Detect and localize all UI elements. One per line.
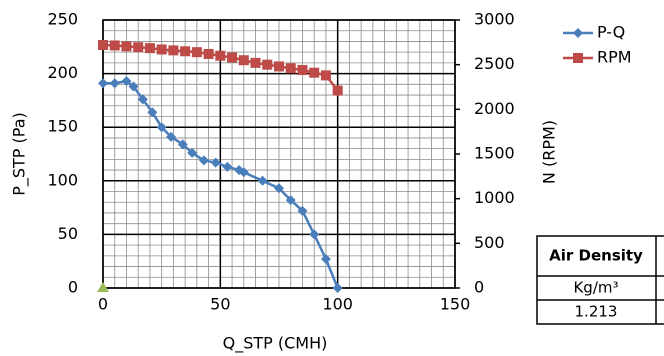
y2-tick-label: 2500 [474, 54, 515, 73]
y-tick-label: 0 [68, 278, 78, 297]
table-border [536, 235, 664, 325]
marker [309, 229, 320, 240]
series-line [103, 79, 339, 289]
marker [156, 44, 167, 55]
y2-tick-label: 2000 [474, 99, 515, 118]
y2-tick-label: 500 [474, 233, 505, 252]
marker [144, 43, 155, 54]
marker [573, 53, 583, 63]
y2-tick-label: 3000 [474, 10, 515, 29]
marker [297, 205, 308, 216]
y2-tick-label: 1500 [474, 144, 515, 163]
marker [285, 195, 296, 206]
y2-axis-title: N (RPM) [540, 120, 559, 184]
marker [320, 70, 331, 81]
marker [180, 46, 191, 57]
x-tick-label: 0 [98, 295, 108, 314]
x-tick-label: 100 [322, 295, 353, 314]
x-tick-label: 150 [440, 295, 471, 314]
table-cell: Kg/m³ [573, 279, 618, 297]
legend-label: RPM [597, 48, 632, 67]
marker [187, 147, 198, 158]
y-tick-label: 250 [47, 10, 78, 29]
marker [177, 139, 188, 150]
marker [128, 81, 139, 92]
marker [121, 76, 132, 87]
y-tick-label: 150 [47, 117, 78, 136]
marker [98, 78, 108, 89]
marker [166, 131, 177, 142]
marker [210, 157, 221, 168]
marker [262, 59, 273, 70]
x-axis-title: Q_STP (CMH) [223, 334, 328, 354]
marker [191, 47, 202, 58]
marker [257, 175, 268, 186]
legend-label: P-Q [597, 23, 625, 42]
marker [238, 55, 249, 66]
marker [109, 78, 120, 89]
marker [332, 283, 343, 293]
y2-tick-label: 0 [474, 278, 484, 297]
marker [198, 155, 209, 166]
marker [573, 28, 583, 38]
marker [285, 63, 296, 74]
y2-tick-label: 1000 [474, 188, 515, 207]
marker [97, 282, 109, 292]
y-axis-title: P_STP (Pa) [10, 112, 30, 196]
marker [297, 65, 308, 76]
y-tick-label: 50 [58, 224, 78, 243]
marker [147, 107, 158, 118]
plot-border [102, 19, 456, 289]
marker [133, 42, 144, 53]
marker [215, 50, 226, 61]
marker [309, 67, 320, 78]
marker [320, 254, 331, 265]
marker [156, 122, 167, 133]
marker [274, 183, 284, 194]
table-cell: 1.213 [575, 303, 618, 321]
marker [109, 40, 120, 51]
marker [222, 161, 233, 172]
marker [137, 94, 148, 105]
marker [98, 40, 108, 51]
table-cell: Air Density [549, 247, 643, 265]
marker [168, 45, 179, 56]
marker [238, 167, 249, 178]
y-tick-label: 200 [47, 63, 78, 82]
info-table: Air Density Kg/m³ 1.213 [536, 235, 664, 325]
marker [332, 85, 343, 96]
marker [274, 61, 284, 72]
marker [203, 48, 214, 59]
x-tick-label: 50 [210, 295, 230, 314]
marker [250, 57, 261, 68]
plot-area [102, 19, 456, 289]
marker [121, 41, 132, 52]
marker [227, 52, 238, 63]
y-tick-label: 100 [47, 170, 78, 189]
